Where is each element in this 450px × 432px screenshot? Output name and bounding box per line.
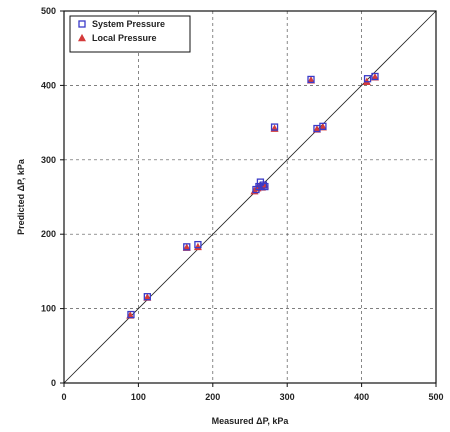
legend-label-system-pressure: System Pressure: [92, 19, 165, 29]
data-points: [126, 72, 379, 319]
data-point-system-pressure: [127, 310, 135, 319]
x-tick-label: 0: [61, 392, 66, 402]
data-point-system-pressure: [371, 72, 379, 81]
data-point-local-pressure: [318, 122, 327, 131]
legend-marker-local-pressure: [77, 33, 87, 42]
data-point-system-pressure: [319, 122, 327, 130]
y-tick-label: 300: [41, 155, 56, 165]
x-tick-label: 100: [131, 392, 146, 402]
reference-line-y-equals-x: [63, 10, 437, 384]
y-tick-label: 0: [51, 378, 56, 388]
axis-ticks: 0 100 200 300 400 500 0 100 200 300 400 500: [41, 6, 444, 402]
x-tick-label: 500: [428, 392, 443, 402]
data-point-local-pressure: [143, 293, 152, 301]
data-point-local-pressure: [370, 73, 379, 81]
legend-label-local-pressure: Local Pressure: [92, 33, 157, 43]
legend-items: System Pressure Local Pressure: [77, 19, 165, 43]
data-point-system-pressure: [261, 182, 269, 191]
legend: System Pressure Local Pressure: [69, 15, 191, 53]
legend-marker-system-pressure: [78, 20, 86, 28]
data-point-local-pressure: [307, 76, 316, 84]
y-tick-label: 400: [41, 80, 56, 90]
data-point-system-pressure: [143, 293, 151, 301]
y-tick-label: 500: [41, 6, 56, 16]
data-point-system-pressure: [183, 243, 191, 251]
legend-box: [69, 15, 191, 53]
x-axis-title: Measured ΔP, kPa: [212, 416, 290, 426]
y-axis-title: Predicted ΔP, kPa: [16, 158, 26, 235]
x-tick-label: 400: [354, 392, 369, 402]
data-point-system-pressure: [363, 75, 372, 83]
y-tick-label: 100: [41, 304, 56, 314]
x-tick-label: 300: [280, 392, 295, 402]
data-point-local-pressure: [312, 125, 321, 133]
grid: [64, 11, 436, 383]
data-point-system-pressure: [259, 181, 268, 189]
data-point-system-pressure: [270, 123, 279, 131]
data-point-system-pressure: [194, 240, 202, 249]
data-point-system-pressure: [307, 75, 315, 84]
y-tick-label: 200: [41, 229, 56, 239]
data-point-local-pressure: [182, 243, 191, 251]
plot-frame: [63, 10, 437, 384]
x-tick-label: 200: [205, 392, 220, 402]
